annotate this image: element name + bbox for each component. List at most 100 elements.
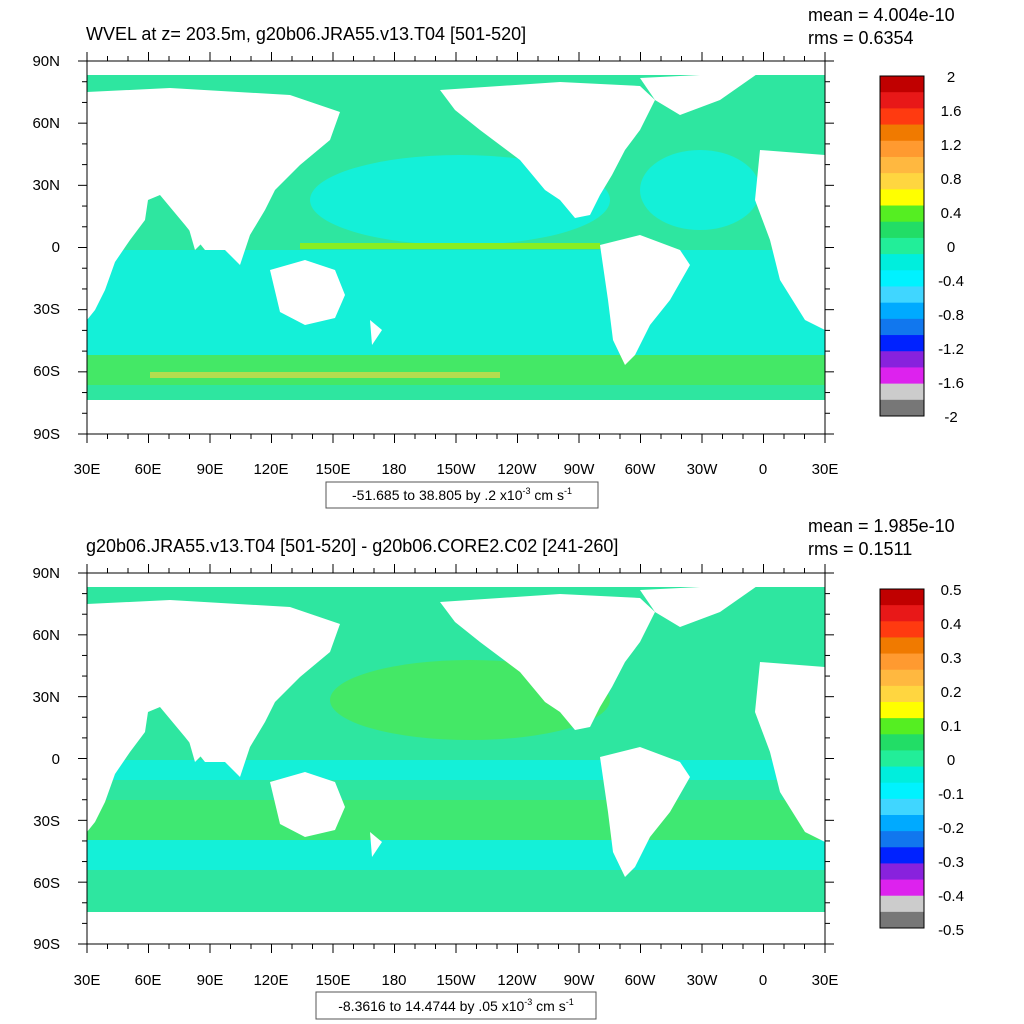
colorbar-label: 0.4 (941, 616, 962, 633)
ocean-southern-band (87, 840, 825, 870)
ocean-southern-subtropics (87, 250, 825, 365)
colorbar-swatch (880, 335, 924, 352)
x-tick-label: 90E (197, 461, 224, 478)
colorbar-swatch (880, 798, 924, 816)
x-tick-label: 150W (436, 972, 476, 989)
colorbar-label: -0.1 (938, 786, 964, 803)
contour-info-label: -51.685 to 38.805 by .2 x10-3 cm s-1 (352, 486, 572, 503)
colorbar-label: 0 (947, 752, 955, 769)
colorbar-labels: 2 1.6 1.2 0.8 0.4 0 -0.4 -0.8 -1.2 -1.6 … (938, 69, 964, 426)
colorbar-swatch (880, 879, 924, 897)
colorbar-swatch (880, 351, 924, 368)
south-america (600, 235, 690, 365)
x-tick-label: 90W (564, 972, 596, 989)
info-box-frame (325, 481, 599, 509)
panel-difference: g20b06.JRA55.v13.T04 [501-520] - g20b06.… (32, 516, 964, 1020)
colorbar-label: -2 (944, 409, 957, 426)
x-tick-label: 30E (74, 461, 101, 478)
info-unit: cm s (532, 998, 565, 1014)
x-tick-label: 180 (381, 461, 406, 478)
y-tick-label: 60N (32, 627, 60, 644)
y-tick-label: 90N (32, 565, 60, 582)
greenland (640, 72, 760, 115)
colorbar-swatch (880, 205, 924, 223)
colorbar-swatch (880, 863, 924, 880)
colorbar-label: -0.5 (938, 922, 964, 939)
colorbar-swatch (880, 766, 924, 784)
colorbar-swatch (880, 750, 924, 767)
info-exponent: -3 (522, 486, 530, 496)
contour-info-label: -8.3616 to 14.4744 by .05 x10-3 cm s-1 (338, 997, 574, 1014)
colorbar-swatch (880, 702, 924, 719)
ocean-north-atlantic-gyre (640, 150, 760, 230)
india (185, 215, 210, 250)
x-tick-label: 30W (687, 972, 719, 989)
colorbar-swatch (880, 383, 924, 401)
x-tick-label: 150E (315, 461, 350, 478)
colorbar-swatch (880, 653, 924, 671)
colorbar (879, 588, 925, 929)
north-america (440, 82, 655, 218)
info-unit: cm s (531, 487, 564, 503)
x-tick-label: 60E (135, 972, 162, 989)
ocean-antarctic-band (150, 372, 500, 378)
y-tick-label: 30N (32, 689, 60, 706)
x-tick-label: 30E (812, 461, 839, 478)
info-box-frame (315, 991, 597, 1020)
tick-marks (78, 52, 834, 443)
x-tick-label: 60E (135, 461, 162, 478)
colorbar-swatch (880, 621, 924, 638)
tick-marks (78, 564, 834, 953)
y-tick-label: 0 (52, 239, 60, 256)
mean-stat: mean = 4.004e-10 (808, 5, 955, 25)
colorbar-label: -0.4 (938, 273, 964, 290)
colorbar-swatch (880, 189, 924, 206)
new-zealand (370, 832, 382, 857)
colorbar-label: 0.2 (941, 684, 962, 701)
colorbar-swatch (880, 669, 924, 687)
x-tick-labels: 30E 60E 90E 120E 150E 180 150W 120W 90W … (74, 972, 839, 989)
panel-wvel: WVEL at z= 203.5m, g20b06.JRA55.v13.T04 … (32, 5, 964, 509)
x-tick-label: 180 (381, 972, 406, 989)
y-tick-label: 60S (33, 363, 60, 380)
ocean-southern-subtropics (87, 800, 825, 840)
antarctica (87, 912, 825, 944)
info-range: -8.3616 to 14.4744 by .05 x10 (338, 998, 524, 1014)
eurasia-africa (87, 88, 340, 320)
antarctica (87, 400, 825, 434)
colorbar-swatch (880, 637, 924, 654)
ocean-field (87, 573, 825, 944)
colorbar-swatch (880, 173, 924, 190)
mean-stat: mean = 1.985e-10 (808, 516, 955, 536)
x-tick-labels: 30E 60E 90E 120E 150E 180 150W 120W 90W … (74, 461, 839, 478)
x-tick-label: 0 (759, 461, 767, 478)
x-tick-label: 150W (436, 461, 476, 478)
colorbar-swatch (880, 108, 924, 125)
australia (270, 772, 345, 837)
x-tick-label: 120W (497, 972, 537, 989)
colorbar-swatch (880, 302, 924, 320)
y-tick-label: 30N (32, 177, 60, 194)
contour-info-box: -51.685 to 38.805 by .2 x10-3 cm s-1 (325, 481, 599, 509)
x-tick-label: 30E (812, 972, 839, 989)
y-tick-label: 0 (52, 751, 60, 768)
colorbar-label: -0.3 (938, 854, 964, 871)
colorbar-swatch (880, 589, 924, 606)
arctic-gap (87, 61, 825, 75)
colorbar-swatch (880, 92, 924, 109)
x-tick-label: 120W (497, 461, 537, 478)
colorbar-swatch (880, 831, 924, 848)
colorbar-swatch (880, 685, 924, 703)
colorbar-label: -0.4 (938, 888, 964, 905)
rms-stat: rms = 0.1511 (808, 539, 912, 559)
colorbar-swatch (880, 254, 924, 271)
colorbar-label: 0.8 (941, 171, 962, 188)
australia (270, 260, 345, 325)
colorbar-label: 0 (947, 239, 955, 256)
panel-title: g20b06.JRA55.v13.T04 [501-520] - g20b06.… (86, 536, 618, 556)
y-tick-label: 90S (33, 426, 60, 443)
india (185, 727, 210, 762)
africa-west (755, 150, 825, 330)
colorbar-swatch (880, 847, 924, 864)
y-tick-label: 90S (33, 936, 60, 953)
